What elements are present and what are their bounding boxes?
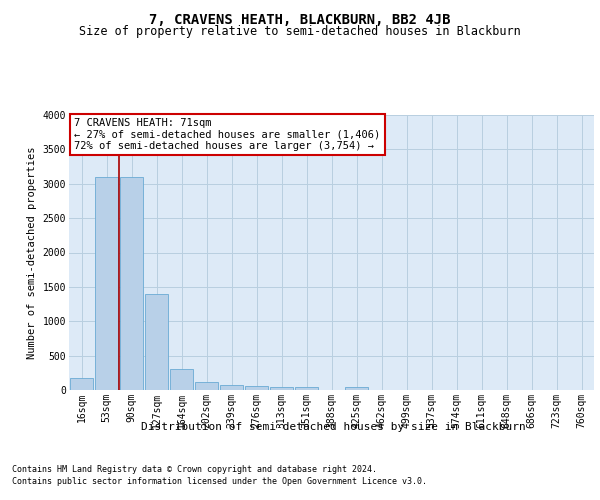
Bar bbox=[170, 370, 193, 390]
Bar bbox=[295, 386, 318, 390]
Bar bbox=[245, 386, 268, 390]
Text: 7, CRAVENS HEATH, BLACKBURN, BB2 4JB: 7, CRAVENS HEATH, BLACKBURN, BB2 4JB bbox=[149, 12, 451, 26]
Bar bbox=[220, 385, 243, 390]
Text: Distribution of semi-detached houses by size in Blackburn: Distribution of semi-detached houses by … bbox=[140, 422, 526, 432]
Bar bbox=[95, 177, 118, 390]
Text: 7 CRAVENS HEATH: 71sqm
← 27% of semi-detached houses are smaller (1,406)
72% of : 7 CRAVENS HEATH: 71sqm ← 27% of semi-det… bbox=[74, 118, 380, 151]
Text: Contains HM Land Registry data © Crown copyright and database right 2024.: Contains HM Land Registry data © Crown c… bbox=[12, 465, 377, 474]
Bar bbox=[195, 382, 218, 390]
Bar bbox=[120, 177, 143, 390]
Bar bbox=[145, 294, 168, 390]
Y-axis label: Number of semi-detached properties: Number of semi-detached properties bbox=[27, 146, 37, 359]
Text: Contains public sector information licensed under the Open Government Licence v3: Contains public sector information licen… bbox=[12, 478, 427, 486]
Bar bbox=[345, 386, 368, 390]
Bar bbox=[70, 378, 93, 390]
Text: Size of property relative to semi-detached houses in Blackburn: Size of property relative to semi-detach… bbox=[79, 25, 521, 38]
Bar bbox=[270, 386, 293, 390]
